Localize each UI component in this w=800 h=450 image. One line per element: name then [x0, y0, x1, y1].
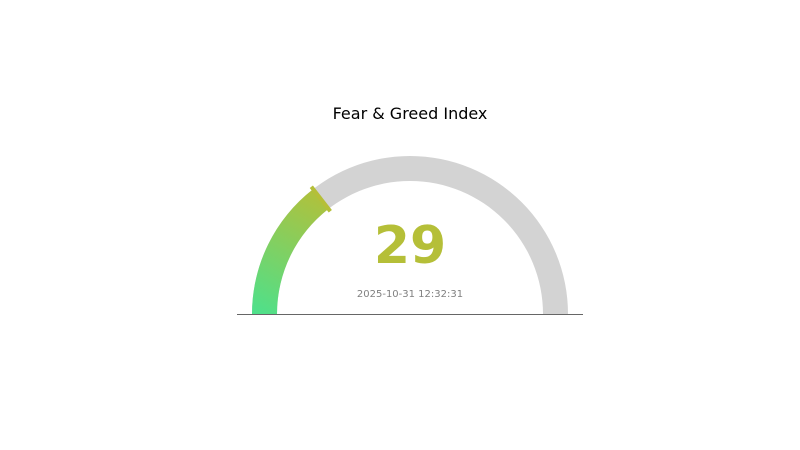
chart-title: Fear & Greed Index — [333, 104, 488, 123]
gauge-value-label: 29 — [374, 216, 446, 276]
timestamp-label: 2025-10-31 12:32:31 — [357, 289, 463, 300]
gauge-track — [252, 156, 568, 314]
gauge-value-marker — [309, 185, 332, 213]
gauge-value-arc — [252, 189, 329, 314]
